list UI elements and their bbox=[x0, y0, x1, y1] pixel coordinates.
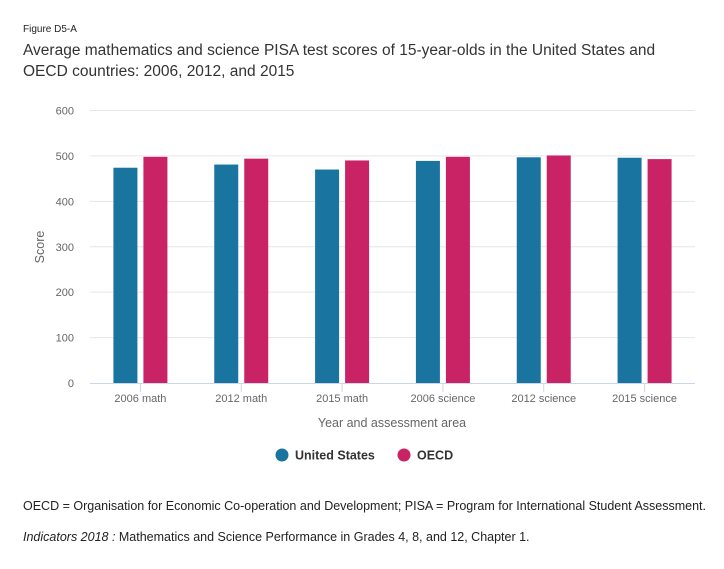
legend-item[interactable]: United States bbox=[275, 448, 375, 463]
bar-oecd[interactable] bbox=[546, 155, 571, 383]
legend: United States OECD bbox=[275, 448, 454, 463]
bar-oecd[interactable] bbox=[345, 160, 370, 383]
x-tick-label: 2012 science bbox=[511, 393, 576, 405]
source-text: Mathematics and Science Performance in G… bbox=[115, 530, 530, 544]
x-tick-label: 2015 science bbox=[612, 393, 677, 405]
y-tick-label: 400 bbox=[56, 196, 74, 208]
bar-oecd[interactable] bbox=[143, 156, 168, 383]
y-tick-label: 100 bbox=[56, 333, 74, 345]
y-tick-label: 600 bbox=[56, 106, 74, 118]
source-italic: Indicators 2018 : bbox=[23, 530, 116, 544]
legend-marker bbox=[397, 448, 411, 462]
bar-oecd[interactable] bbox=[647, 159, 672, 383]
bar-united-states[interactable] bbox=[214, 164, 239, 383]
gridlines bbox=[90, 110, 695, 339]
x-tick-label: 2012 math bbox=[215, 393, 267, 405]
source-note: Indicators 2018 : Mathematics and Scienc… bbox=[23, 530, 530, 544]
legend-item[interactable]: OECD bbox=[397, 448, 454, 463]
figure-label: Figure D5-A bbox=[23, 24, 77, 35]
y-tick-label: 200 bbox=[56, 287, 74, 299]
x-axis: 2006 math 2012 math 2015 math 2006 science 2… bbox=[90, 383, 695, 405]
x-tick-label: 2006 science bbox=[411, 393, 476, 405]
legend-label: United States bbox=[295, 449, 375, 463]
y-tick-label: 0 bbox=[68, 378, 74, 390]
x-tick-label: 2015 math bbox=[316, 393, 368, 405]
y-tick-label: 500 bbox=[56, 151, 74, 163]
x-tick-label: 2006 math bbox=[114, 393, 166, 405]
x-axis-title: Year and assessment area bbox=[318, 416, 466, 430]
bar-united-states[interactable] bbox=[516, 157, 541, 383]
y-axis-ticks: 0 100 200 300 400 500 600 bbox=[56, 106, 74, 391]
legend-marker bbox=[275, 448, 289, 462]
y-axis-title: Score bbox=[33, 231, 47, 264]
bar-oecd[interactable] bbox=[445, 156, 470, 383]
chart-title: Average mathematics and science PISA tes… bbox=[23, 42, 656, 80]
bar-united-states[interactable] bbox=[315, 169, 340, 383]
bar-oecd[interactable] bbox=[244, 158, 269, 383]
y-tick-label: 300 bbox=[56, 242, 74, 254]
bars bbox=[113, 155, 672, 383]
legend-label: OECD bbox=[417, 449, 453, 463]
bar-united-states[interactable] bbox=[617, 157, 642, 383]
bar-united-states[interactable] bbox=[415, 160, 440, 383]
footnote: OECD = Organisation for Economic Co-oper… bbox=[23, 499, 706, 513]
bar-united-states[interactable] bbox=[113, 167, 138, 383]
